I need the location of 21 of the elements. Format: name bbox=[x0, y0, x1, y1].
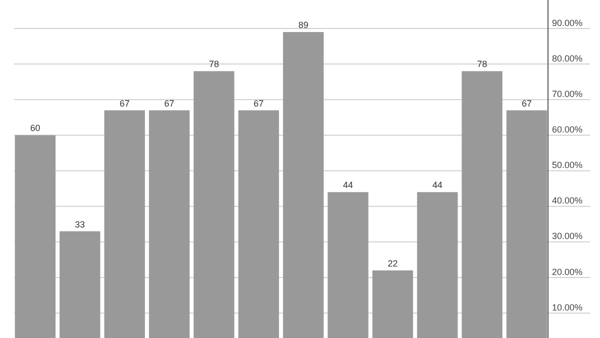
data-label: 78 bbox=[477, 59, 488, 70]
data-label: 44 bbox=[343, 180, 354, 190]
y-tick-label: 30.00% bbox=[552, 231, 583, 242]
data-label: 67 bbox=[522, 98, 532, 108]
y-tick-label: 40.00% bbox=[552, 196, 583, 206]
data-label: 22 bbox=[388, 258, 398, 268]
y-tick-label: 70.00% bbox=[552, 88, 583, 99]
y-tick-label: 60.00% bbox=[552, 124, 583, 134]
y-tick-label: 10.00% bbox=[552, 302, 583, 312]
data-label: 44 bbox=[432, 180, 442, 190]
data-label: 89 bbox=[298, 20, 308, 30]
y-tick-label: 50.00% bbox=[552, 160, 583, 170]
data-label: 78 bbox=[208, 59, 219, 70]
data-label: 33 bbox=[74, 219, 85, 230]
data-label: 67 bbox=[120, 98, 130, 108]
data-label: 67 bbox=[254, 98, 264, 108]
y-tick-label: 90.00% bbox=[552, 18, 583, 28]
data-label: 60 bbox=[30, 123, 40, 134]
y-tick-label: 80.00% bbox=[552, 53, 583, 64]
y-tick-label: 20.00% bbox=[552, 266, 583, 277]
data-label: 67 bbox=[164, 98, 174, 108]
